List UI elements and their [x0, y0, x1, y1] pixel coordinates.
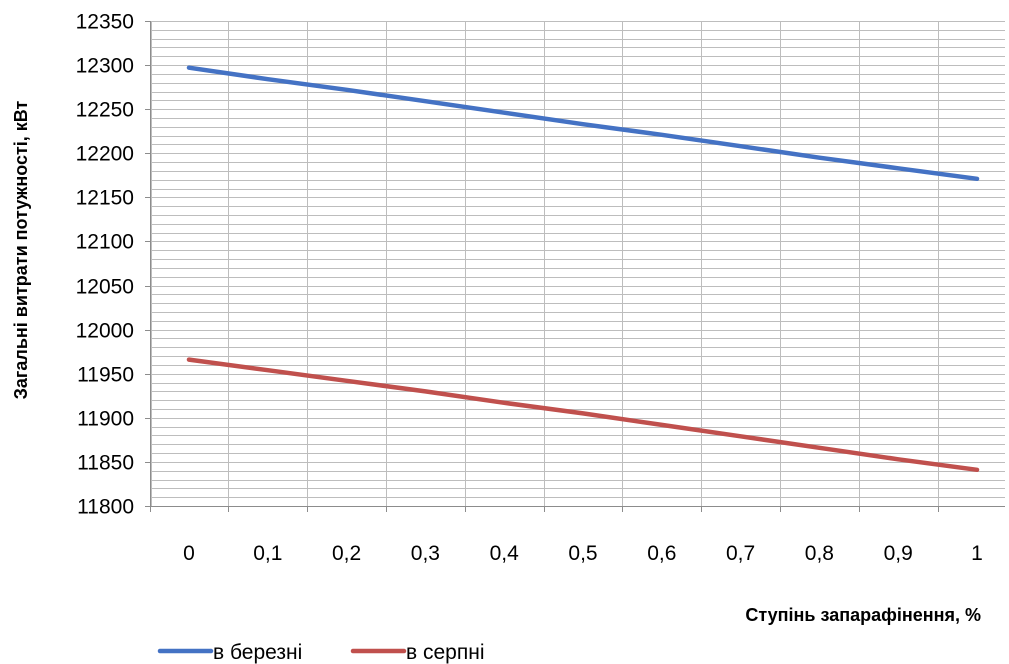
- y-tick-label: 11900: [77, 408, 134, 431]
- y-tick-label: 12000: [76, 320, 134, 343]
- y-tick-label: 11950: [77, 364, 134, 387]
- gridlines: [150, 21, 1005, 506]
- x-tick-label: 0,4: [490, 542, 520, 565]
- legend-label-march: в березні: [213, 641, 302, 664]
- x-tick-label: 0,5: [568, 542, 597, 565]
- x-tick-label: 0,6: [647, 542, 676, 565]
- y-tick-label: 12150: [76, 187, 134, 210]
- tick-labels: 11800 11850 11900 11950 12000 12050 12100 12150…: [76, 11, 983, 566]
- y-tick-label: 12250: [76, 99, 134, 122]
- legend-item-august: в серпні: [350, 641, 484, 664]
- x-tick-label: 0,3: [411, 542, 440, 565]
- x-axis-title: Ступінь запарафінення, %: [745, 605, 981, 625]
- legend: в березні в серпні: [157, 641, 484, 664]
- x-tick-label: 0,2: [332, 542, 361, 565]
- legend-item-march: в березні: [157, 641, 302, 664]
- x-tick-label: 0,7: [726, 542, 755, 565]
- x-tick-label: 1: [971, 542, 983, 565]
- y-tick-label: 12300: [76, 55, 134, 78]
- series-line-march: [186, 65, 980, 182]
- y-tick-label: 12050: [76, 276, 134, 299]
- y-tick-label: 12100: [76, 231, 134, 254]
- axes: [145, 21, 1005, 512]
- y-tick-label: 11850: [77, 452, 134, 475]
- series-lines: [186, 65, 980, 473]
- legend-label-august: в серпні: [406, 641, 484, 664]
- y-tick-label: 12200: [76, 143, 134, 166]
- y-tick-label: 12350: [76, 11, 134, 34]
- y-axis-title: Загальні витрати потужності, кВт: [11, 100, 31, 399]
- x-tick-label: 0,8: [805, 542, 834, 565]
- y-tick-label: 11800: [77, 496, 134, 519]
- x-tick-label: 0,1: [253, 542, 282, 565]
- x-tick-label: 0: [183, 542, 195, 565]
- x-tick-label: 0,9: [884, 542, 913, 565]
- series-line-august: [186, 357, 980, 473]
